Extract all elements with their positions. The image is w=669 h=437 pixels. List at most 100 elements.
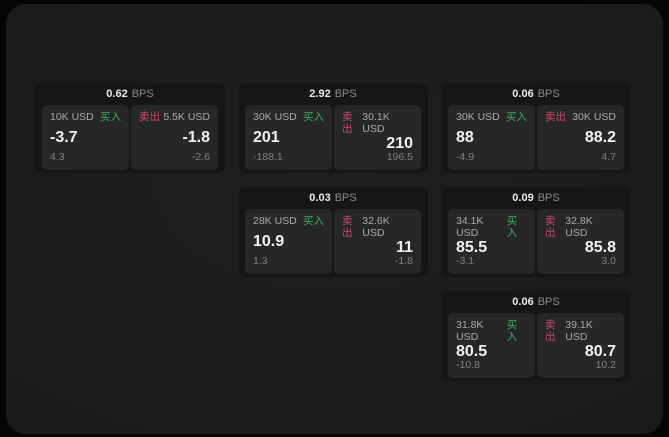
sell-side-label: 卖出 <box>545 319 556 343</box>
buy-sell-panels: 10K USD 买入 -3.7 4.3 卖出 5.5K USD -1.8 -2.… <box>42 105 218 170</box>
sell-sub-value: -2.6 <box>191 151 210 164</box>
buy-side-label: 买入 <box>506 319 518 343</box>
buy-amount: 30K USD <box>456 111 500 123</box>
buy-main-value: 85.5 <box>456 238 488 256</box>
quote-card: 0.03 BPS 28K USD 买入 10.9 1.3 卖出 32.6K US… <box>238 187 428 277</box>
buy-sub-value: -10.8 <box>456 359 480 372</box>
buy-panel-header: 31.8K USD 买入 <box>456 319 527 343</box>
buy-sub-value: -3.1 <box>456 255 475 268</box>
bps-unit-label: BPS <box>334 88 357 100</box>
buy-panel-header: 34.1K USD 买入 <box>456 215 527 239</box>
sell-panel[interactable]: 卖出 39.1K USD 80.7 10.2 <box>537 313 624 378</box>
bps-unit-label: BPS <box>537 296 560 308</box>
buy-side-label: 买入 <box>303 215 324 227</box>
buy-panel[interactable]: 34.1K USD 买入 85.5 -3.1 <box>448 209 535 274</box>
card-header: 0.03 BPS <box>245 187 421 209</box>
bps-value: 0.62 <box>106 88 128 100</box>
sell-main-value: 11 <box>396 238 413 256</box>
bps-unit-label: BPS <box>131 88 154 100</box>
sell-panel-header: 卖出 32.6K USD <box>342 215 413 239</box>
sell-sub-value: -1.8 <box>394 255 413 268</box>
sell-panel-header: 卖出 39.1K USD <box>545 319 616 343</box>
buy-sell-panels: 30K USD 买入 201 -188.1 卖出 30.1K USD 210 1… <box>245 105 421 170</box>
bps-unit-label: BPS <box>334 192 357 204</box>
quote-card: 0.09 BPS 34.1K USD 买入 85.5 -3.1 卖出 32.8K… <box>441 187 631 277</box>
buy-sub-value: -4.9 <box>456 151 475 164</box>
buy-panel-header: 30K USD 买入 <box>253 111 324 124</box>
buy-side-label: 买入 <box>303 111 324 123</box>
buy-panel[interactable]: 30K USD 买入 88 -4.9 <box>448 105 535 170</box>
buy-panel-header: 10K USD 买入 <box>50 111 121 124</box>
buy-side-label: 买入 <box>506 111 527 123</box>
bps-value: 0.06 <box>512 296 534 308</box>
bps-value: 0.09 <box>512 192 534 204</box>
buy-panel-header: 28K USD 买入 <box>253 215 324 228</box>
quote-card: 0.06 BPS 31.8K USD 买入 80.5 -10.8 卖出 39.1… <box>441 291 631 381</box>
buy-sell-panels: 28K USD 买入 10.9 1.3 卖出 32.6K USD 11 -1.8 <box>245 209 421 274</box>
buy-main-value: 88 <box>456 129 474 146</box>
bps-value: 0.03 <box>309 192 331 204</box>
sell-panel[interactable]: 卖出 5.5K USD -1.8 -2.6 <box>131 105 218 170</box>
buy-sub-value: -188.1 <box>253 151 283 164</box>
quote-card: 0.62 BPS 10K USD 买入 -3.7 4.3 卖出 5.5K USD… <box>35 83 225 173</box>
quote-card: 2.92 BPS 30K USD 买入 201 -188.1 卖出 30.1K … <box>238 83 428 173</box>
buy-panel[interactable]: 30K USD 买入 201 -188.1 <box>245 105 332 170</box>
sell-amount: 5.5K USD <box>163 111 210 123</box>
buy-sub-value: 4.3 <box>50 151 65 164</box>
sell-panel-header: 卖出 32.8K USD <box>545 215 616 239</box>
buy-side-label: 买入 <box>100 111 121 123</box>
buy-sub-value: 1.3 <box>253 255 268 268</box>
sell-panel-header: 卖出 5.5K USD <box>139 111 210 124</box>
quote-cards-grid: 0.62 BPS 10K USD 买入 -3.7 4.3 卖出 5.5K USD… <box>35 83 631 381</box>
sell-amount: 39.1K USD <box>565 319 593 343</box>
sell-panel-header: 卖出 30K USD <box>545 111 616 124</box>
quote-card: 0.06 BPS 30K USD 买入 88 -4.9 卖出 30K USD 8… <box>441 83 631 173</box>
buy-amount: 10K USD <box>50 111 94 123</box>
buy-amount: 28K USD <box>253 215 297 227</box>
sell-amount: 30K USD <box>572 111 616 123</box>
sell-panel[interactable]: 卖出 30.1K USD 210 196.5 <box>334 105 421 170</box>
sell-amount: 32.6K USD <box>362 215 390 239</box>
sell-sub-value: 10.2 <box>595 359 616 372</box>
sell-main-value: 210 <box>386 134 413 152</box>
sell-side-label: 卖出 <box>139 111 160 123</box>
sell-side-label: 卖出 <box>342 111 353 135</box>
bps-unit-label: BPS <box>537 192 560 204</box>
app-window: 0.62 BPS 10K USD 买入 -3.7 4.3 卖出 5.5K USD… <box>6 4 663 434</box>
buy-sell-panels: 30K USD 买入 88 -4.9 卖出 30K USD 88.2 4.7 <box>448 105 624 170</box>
sell-sub-value: 4.7 <box>601 151 616 164</box>
bps-value: 0.06 <box>512 88 534 100</box>
sell-panel[interactable]: 卖出 32.8K USD 85.8 3.0 <box>537 209 624 274</box>
buy-sell-panels: 31.8K USD 买入 80.5 -10.8 卖出 39.1K USD 80.… <box>448 313 624 378</box>
sell-side-label: 卖出 <box>342 215 353 239</box>
sell-sub-value: 196.5 <box>386 151 413 164</box>
sell-side-label: 卖出 <box>545 111 566 123</box>
buy-panel[interactable]: 10K USD 买入 -3.7 4.3 <box>42 105 129 170</box>
sell-side-label: 卖出 <box>545 215 556 239</box>
sell-main-value: 85.8 <box>584 238 616 256</box>
buy-amount: 34.1K USD <box>456 215 484 239</box>
sell-amount: 30.1K USD <box>362 111 390 135</box>
card-header: 0.06 BPS <box>448 291 624 313</box>
card-header: 0.09 BPS <box>448 187 624 209</box>
sell-main-value: 80.7 <box>584 342 616 360</box>
buy-panel[interactable]: 31.8K USD 买入 80.5 -10.8 <box>448 313 535 378</box>
buy-amount: 30K USD <box>253 111 297 123</box>
buy-main-value: -3.7 <box>50 129 78 146</box>
buy-amount: 31.8K USD <box>456 319 484 343</box>
bps-value: 2.92 <box>309 88 331 100</box>
buy-side-label: 买入 <box>506 215 518 239</box>
sell-sub-value: 3.0 <box>601 255 616 268</box>
sell-main-value: 88.2 <box>584 129 616 146</box>
sell-amount: 32.8K USD <box>565 215 593 239</box>
bps-unit-label: BPS <box>537 88 560 100</box>
buy-main-value: 10.9 <box>253 233 285 250</box>
buy-panel[interactable]: 28K USD 买入 10.9 1.3 <box>245 209 332 274</box>
sell-panel[interactable]: 卖出 30K USD 88.2 4.7 <box>537 105 624 170</box>
card-header: 0.62 BPS <box>42 83 218 105</box>
sell-panel[interactable]: 卖出 32.6K USD 11 -1.8 <box>334 209 421 274</box>
sell-main-value: -1.8 <box>182 129 210 146</box>
sell-panel-header: 卖出 30.1K USD <box>342 111 413 135</box>
card-header: 2.92 BPS <box>245 83 421 105</box>
buy-sell-panels: 34.1K USD 买入 85.5 -3.1 卖出 32.8K USD 85.8… <box>448 209 624 274</box>
